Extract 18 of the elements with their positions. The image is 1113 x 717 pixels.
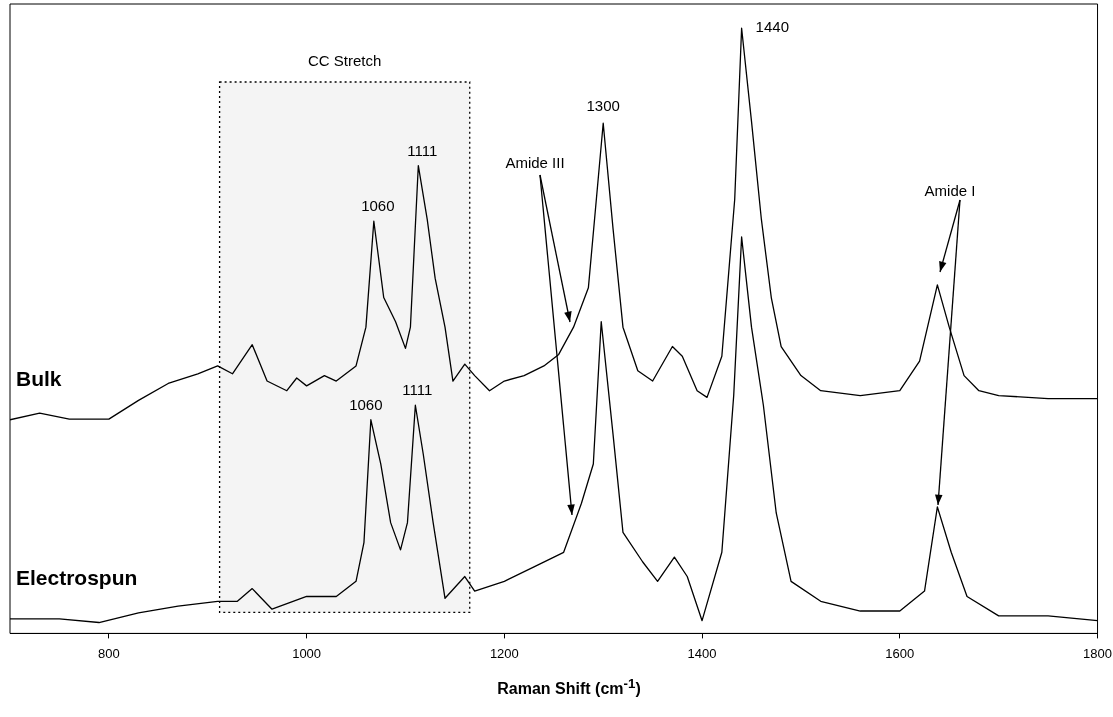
- x-axis-title: Raman Shift (cm$^{-1}$): [496, 676, 642, 699]
- x-tick-label: 1000: [292, 645, 322, 661]
- x-tick-label: 1200: [489, 645, 519, 661]
- annotation: 1300: [586, 97, 620, 115]
- annotation: 1440: [755, 18, 789, 36]
- series-label: Bulk: [16, 366, 62, 390]
- annotation: 1111: [407, 141, 438, 159]
- x-tick-label: 1800: [1083, 645, 1112, 661]
- annotation: 1060: [361, 197, 395, 215]
- x-tick-label: 1600: [885, 645, 915, 661]
- annotation: Amide I: [924, 182, 976, 199]
- annotation: 1111: [402, 381, 433, 399]
- x-tick-label: 800: [98, 645, 120, 661]
- band-label: CC Stretch: [307, 52, 382, 70]
- series-label: Electrospun: [16, 565, 138, 589]
- x-tick-label: 1400: [687, 645, 717, 661]
- annotation: Amide III: [505, 154, 565, 171]
- annotation: 1060: [349, 395, 383, 413]
